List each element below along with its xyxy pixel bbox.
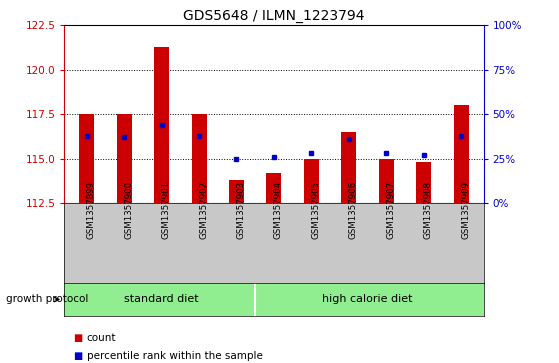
Text: ■: ■ (73, 333, 82, 343)
Bar (453, 105, 468, 203)
Bar (267, 173, 281, 203)
Text: GSM1357909: GSM1357909 (461, 181, 470, 238)
Bar (342, 132, 356, 203)
Text: GSM1357908: GSM1357908 (424, 181, 433, 239)
Text: GSM1357906: GSM1357906 (349, 181, 358, 239)
Text: growth protocol: growth protocol (6, 294, 88, 305)
Text: high calorie diet: high calorie diet (322, 294, 413, 305)
Bar (154, 47, 169, 203)
Bar (379, 159, 394, 203)
Text: GSM1357901: GSM1357901 (162, 181, 170, 239)
Bar (229, 180, 244, 203)
Text: GSM1357907: GSM1357907 (386, 181, 395, 239)
Title: GDS5648 / ILMN_1223794: GDS5648 / ILMN_1223794 (183, 9, 364, 23)
Bar (416, 162, 431, 203)
Text: GSM1357904: GSM1357904 (274, 181, 283, 239)
Bar (304, 159, 319, 203)
Text: GSM1357900: GSM1357900 (124, 181, 133, 239)
Text: standard diet: standard diet (124, 294, 199, 305)
Bar (117, 114, 132, 203)
Text: percentile rank within the sample: percentile rank within the sample (87, 351, 263, 361)
Text: GSM1357903: GSM1357903 (236, 181, 245, 239)
Text: GSM1357902: GSM1357902 (199, 181, 208, 239)
Bar (192, 114, 206, 203)
Text: count: count (87, 333, 116, 343)
Text: ■: ■ (73, 351, 82, 361)
Text: GSM1357905: GSM1357905 (311, 181, 320, 239)
Bar (79, 114, 94, 203)
Text: GSM1357899: GSM1357899 (87, 181, 96, 238)
